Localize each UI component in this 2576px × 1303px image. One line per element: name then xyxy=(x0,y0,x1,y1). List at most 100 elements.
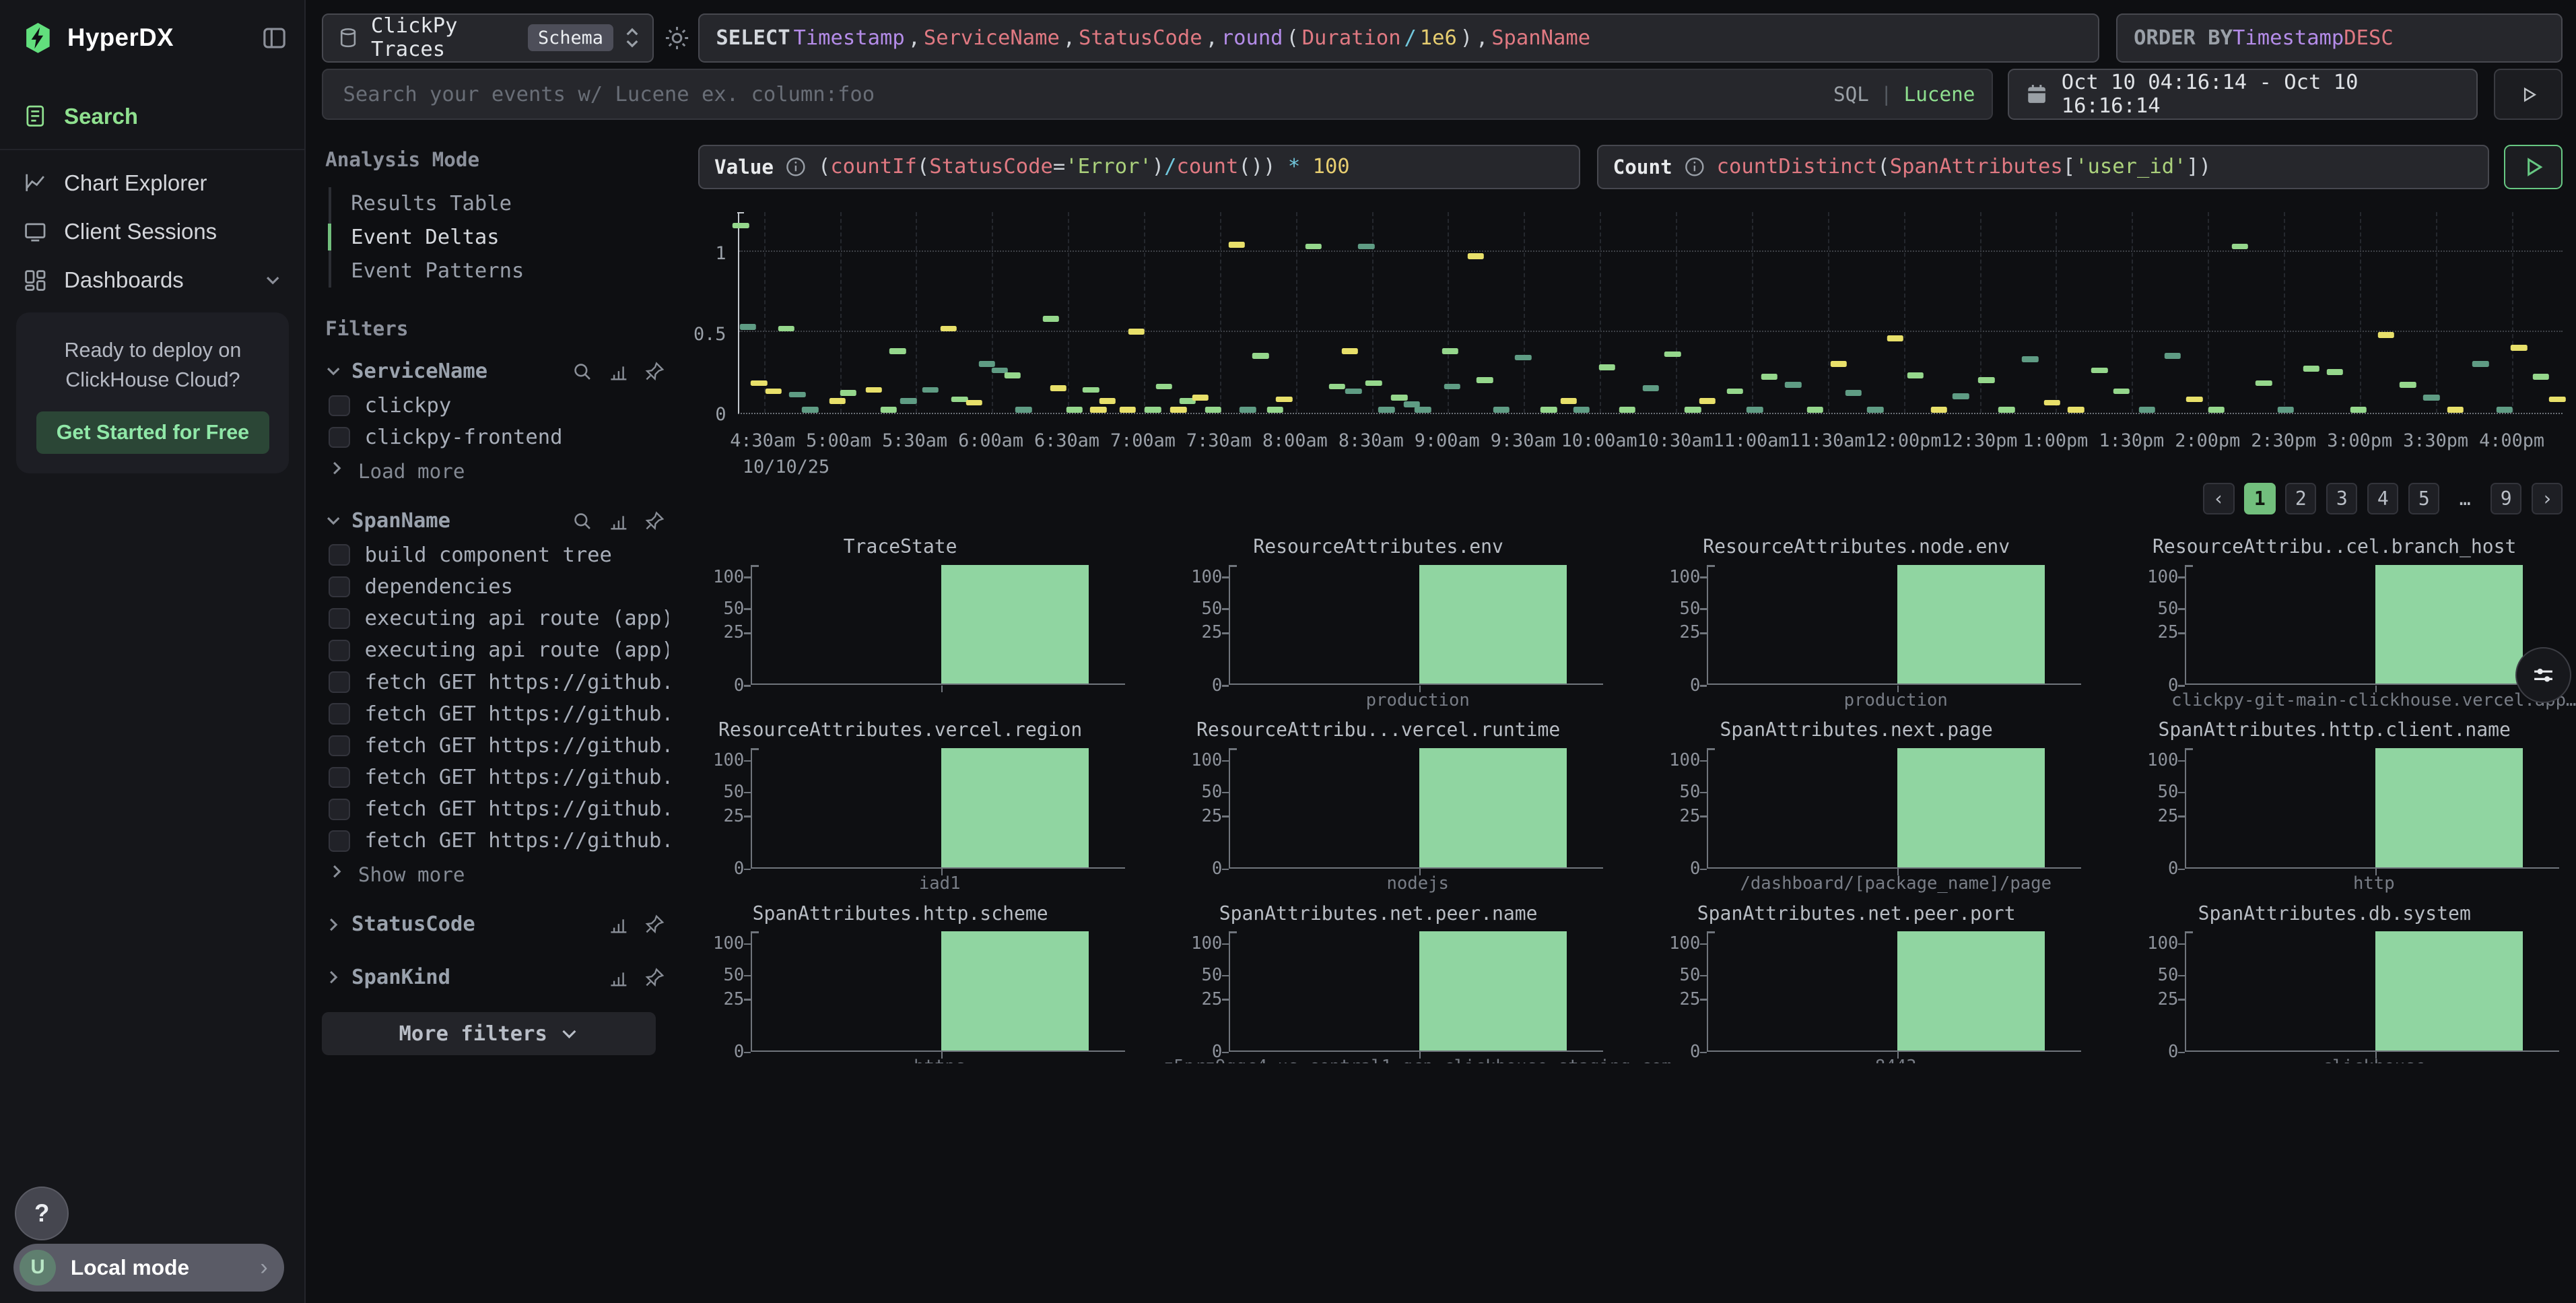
bar[interactable] xyxy=(1419,931,1567,1050)
analysis-option-event-deltas[interactable]: Event Deltas xyxy=(331,221,669,255)
chevron-down-icon[interactable] xyxy=(325,363,341,379)
order-by-editor[interactable]: ORDER BY Timestamp DESC xyxy=(2116,13,2563,63)
pin-icon[interactable] xyxy=(644,914,665,935)
analysis-option-results-table[interactable]: Results Table xyxy=(331,187,669,221)
y-tick xyxy=(2178,576,2185,578)
bar[interactable] xyxy=(2375,565,2523,683)
bar[interactable] xyxy=(941,931,1089,1050)
sidebar-item-search[interactable]: Search xyxy=(0,92,304,141)
page-ellipsis[interactable]: … xyxy=(2449,483,2480,514)
help-button[interactable]: ? xyxy=(15,1187,69,1241)
bars-icon[interactable] xyxy=(608,914,630,935)
bar[interactable] xyxy=(941,748,1089,867)
filter-value-label[interactable]: fetch GET https://github.… xyxy=(365,702,669,726)
filter-group-name[interactable]: StatusCode xyxy=(351,912,475,936)
scatter-dash xyxy=(1306,244,1322,250)
filter-value-label[interactable]: fetch GET https://github.… xyxy=(365,671,669,694)
bar[interactable] xyxy=(1419,748,1567,867)
pin-icon[interactable] xyxy=(644,361,665,382)
filter-value-label[interactable]: fetch GET https://github.… xyxy=(365,797,669,821)
bars-icon[interactable] xyxy=(608,510,630,532)
sidebar-item-chart-explorer[interactable]: Chart Explorer xyxy=(0,159,304,207)
filter-value-label[interactable]: build component tree xyxy=(365,543,612,567)
chevron-right-icon[interactable] xyxy=(325,969,341,985)
code-token: ) xyxy=(1263,155,1275,178)
gear-icon[interactable] xyxy=(664,25,690,51)
sql-select-editor[interactable]: SELECT Timestamp, ServiceName, StatusCod… xyxy=(698,13,2099,63)
page-button-3[interactable]: 3 xyxy=(2326,483,2357,514)
sidebar-item-client-sessions[interactable]: Client Sessions xyxy=(0,207,304,256)
checkbox[interactable] xyxy=(329,703,350,725)
apply-chart-button[interactable] xyxy=(2504,145,2563,189)
bars-icon[interactable] xyxy=(608,361,630,382)
bar[interactable] xyxy=(1897,565,2045,683)
bar[interactable] xyxy=(2375,748,2523,867)
filter-load-more-link[interactable]: Load more xyxy=(322,453,669,486)
chevron-right-icon[interactable] xyxy=(325,916,341,933)
get-started-button[interactable]: Get Started for Free xyxy=(36,411,270,454)
filter-value-row: fetch GET https://github.… xyxy=(322,762,669,793)
bar[interactable] xyxy=(1419,565,1567,683)
local-mode-button[interactable]: U Local mode › xyxy=(13,1244,285,1292)
checkbox[interactable] xyxy=(329,395,350,417)
sidebar-collapse-icon[interactable] xyxy=(261,25,287,51)
bar[interactable] xyxy=(2375,931,2523,1050)
page-button-1[interactable]: 1 xyxy=(2244,483,2275,514)
pin-icon[interactable] xyxy=(644,967,665,989)
filter-group-header: SpanName xyxy=(322,502,669,539)
search-icon[interactable] xyxy=(572,361,593,382)
checkbox[interactable] xyxy=(329,767,350,789)
bar[interactable] xyxy=(941,565,1089,683)
checkbox[interactable] xyxy=(329,544,350,566)
promo-text: Ready to deploy on ClickHouse Cloud? xyxy=(36,335,270,395)
filter-value-label[interactable]: clickpy-frontend xyxy=(365,426,563,449)
checkbox[interactable] xyxy=(329,640,350,661)
filter-value-label[interactable]: executing api route (app)… xyxy=(365,638,669,662)
filter-group-name[interactable]: ServiceName xyxy=(351,360,487,383)
filter-show-more-link[interactable]: Show more xyxy=(322,857,669,890)
filter-group-name[interactable]: SpanKind xyxy=(351,966,450,989)
date-range-picker[interactable]: Oct 10 04:16:14 - Oct 10 16:16:14 xyxy=(2008,69,2478,120)
bar[interactable] xyxy=(1897,748,2045,867)
bar[interactable] xyxy=(1897,931,2045,1050)
filter-value-label[interactable]: executing api route (app)… xyxy=(365,607,669,630)
scatter-dash xyxy=(1145,407,1161,413)
page-prev-button[interactable]: ‹ xyxy=(2203,483,2234,514)
checkbox[interactable] xyxy=(329,671,350,693)
toggle-lucene[interactable]: Lucene xyxy=(1904,83,1975,106)
checkbox[interactable] xyxy=(329,576,350,598)
filter-group-actions xyxy=(572,510,665,532)
filter-value-label[interactable]: fetch GET https://github.… xyxy=(365,766,669,789)
page-button-5[interactable]: 5 xyxy=(2408,483,2439,514)
pin-icon[interactable] xyxy=(644,510,665,532)
chevron-down-icon[interactable] xyxy=(325,512,341,529)
page-button-9[interactable]: 9 xyxy=(2490,483,2521,514)
run-query-button[interactable] xyxy=(2494,69,2563,120)
filter-group-name[interactable]: SpanName xyxy=(351,509,450,533)
filter-value-label[interactable]: clickpy xyxy=(365,394,452,417)
checkbox[interactable] xyxy=(329,608,350,630)
value-expression-input[interactable]: Value (countIf(StatusCode='Error')/count… xyxy=(698,145,1580,189)
checkbox[interactable] xyxy=(329,830,350,852)
checkbox[interactable] xyxy=(329,799,350,820)
page-button-4[interactable]: 4 xyxy=(2367,483,2398,514)
toggle-sql[interactable]: SQL xyxy=(1833,83,1869,106)
search-input[interactable] xyxy=(340,81,1833,108)
analysis-option-event-patterns[interactable]: Event Patterns xyxy=(331,254,669,288)
checkbox[interactable] xyxy=(329,427,350,448)
chart-settings-fab[interactable] xyxy=(2515,647,2571,703)
page-button-2[interactable]: 2 xyxy=(2285,483,2316,514)
page-next-button[interactable]: › xyxy=(2532,483,2563,514)
bars-icon[interactable] xyxy=(608,967,630,989)
count-expression-input[interactable]: Count countDistinct(SpanAttributes['user… xyxy=(1597,145,2489,189)
filter-value-label[interactable]: fetch GET https://github.… xyxy=(365,829,669,853)
filter-value-label[interactable]: dependencies xyxy=(365,575,513,599)
scatter-dash xyxy=(1345,389,1361,395)
filter-value-row: fetch GET https://github.… xyxy=(322,698,669,730)
checkbox[interactable] xyxy=(329,735,350,757)
source-select[interactable]: ClickPy Traces Schema xyxy=(322,13,654,63)
search-icon[interactable] xyxy=(572,510,593,532)
sidebar-item-dashboards[interactable]: Dashboards xyxy=(0,256,304,304)
more-filters-button[interactable]: More filters xyxy=(322,1012,655,1055)
filter-value-label[interactable]: fetch GET https://github.… xyxy=(365,734,669,758)
